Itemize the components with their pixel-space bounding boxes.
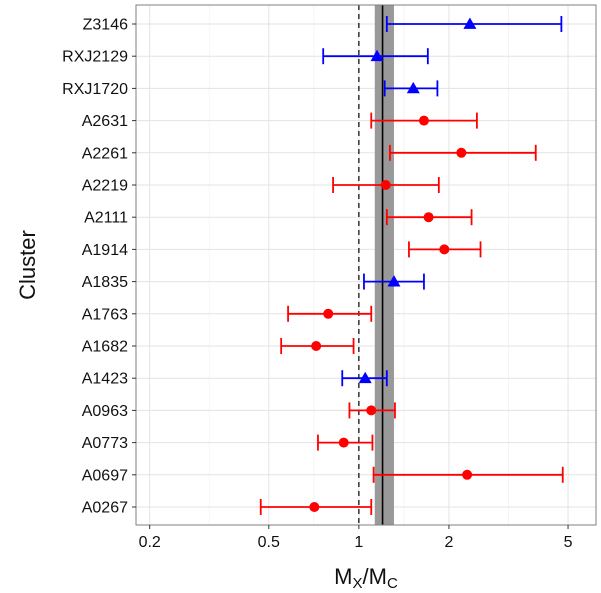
marker-circle-a2219 (380, 180, 391, 190)
y-tick-label-z3146: Z3146 (83, 17, 128, 34)
marker-triangle-z3146 (463, 17, 477, 29)
x-tick-label-0.5: 0.5 (258, 534, 280, 551)
marker-triangle-a1835 (387, 275, 401, 287)
y-tick-label-a2631: A2631 (82, 113, 128, 130)
marker-triangle-a1423 (358, 371, 372, 384)
y-tick-label-rxj2129: RXJ2129 (62, 49, 128, 66)
point-a1763 (287, 305, 373, 322)
marker-circle-a0697 (462, 469, 473, 480)
x-axis-title-main: M (334, 564, 352, 589)
point-a2261 (389, 144, 537, 161)
point-a2219 (332, 177, 440, 193)
point-a1423 (341, 370, 388, 387)
point-a2631 (370, 112, 478, 129)
marker-circle-a1682 (311, 341, 322, 351)
x-axis-title-sub1: X (353, 575, 363, 592)
marker-circle-a2261 (456, 147, 467, 158)
y-tick-label-a1914: A1914 (82, 242, 128, 259)
point-a0963 (348, 402, 396, 419)
x-tick-label-1: 1 (354, 534, 363, 551)
point-a0697 (372, 466, 564, 483)
y-tick-label-a2111: A2111 (84, 210, 128, 227)
y-tick-label-a0963: A0963 (82, 403, 128, 420)
mean-band-layer (358, 5, 394, 525)
point-z3146 (385, 16, 563, 32)
point-a2111 (385, 209, 473, 226)
y-tick-label-a0697: A0697 (82, 467, 128, 484)
y-tick-label-a0773: A0773 (82, 435, 128, 452)
x-axis-title-sub2: C (387, 575, 398, 592)
marker-circle-a1914 (439, 244, 450, 255)
y-tick-label-a1763: A1763 (82, 306, 128, 323)
plot-panel-background (136, 5, 596, 525)
mean-confidence-band (374, 5, 394, 525)
plot-panel-border (135, 4, 597, 526)
marker-circle-a2631 (418, 115, 429, 126)
y-tick-label-a1423: A1423 (82, 371, 128, 388)
axis-layer: Z3146 RXJ2129 RXJ1720 A2631 A2261 A2219 A2111 A… (62, 17, 572, 552)
x-tick-label-5: 5 (564, 534, 573, 551)
y-tick-label-a2219: A2219 (82, 178, 128, 195)
y-tick-label-rxj1720: RXJ1720 (62, 81, 128, 98)
y-tick-label-a2261: A2261 (82, 145, 128, 162)
point-rxj1720 (383, 80, 439, 97)
data-layer (259, 16, 564, 515)
point-a1914 (408, 241, 482, 258)
marker-circle-a0963 (366, 405, 377, 416)
x-tick-label-2: 2 (445, 534, 454, 551)
marker-triangle-rxj2129 (370, 49, 384, 62)
point-a1835 (363, 273, 425, 290)
y-axis-title: Cluster (15, 230, 40, 300)
marker-circle-a0773 (338, 437, 349, 448)
x-axis-title-slash: /M (363, 564, 387, 589)
marker-triangle-rxj1720 (406, 81, 420, 94)
marker-circle-a0267 (309, 502, 320, 512)
y-tick-label-a1835: A1835 (82, 274, 128, 291)
point-a1682 (280, 338, 355, 354)
y-tick-label-a1682: A1682 (82, 339, 128, 356)
point-a0773 (317, 434, 374, 451)
point-a0267 (259, 499, 373, 515)
point-rxj2129 (322, 48, 429, 65)
marker-circle-a2111 (423, 212, 434, 223)
x-tick-label-0.2: 0.2 (139, 534, 161, 551)
y-tick-label-a0267: A0267 (82, 500, 128, 517)
marker-circle-a1763 (323, 308, 334, 319)
x-axis-title: MX/MC (334, 564, 398, 592)
